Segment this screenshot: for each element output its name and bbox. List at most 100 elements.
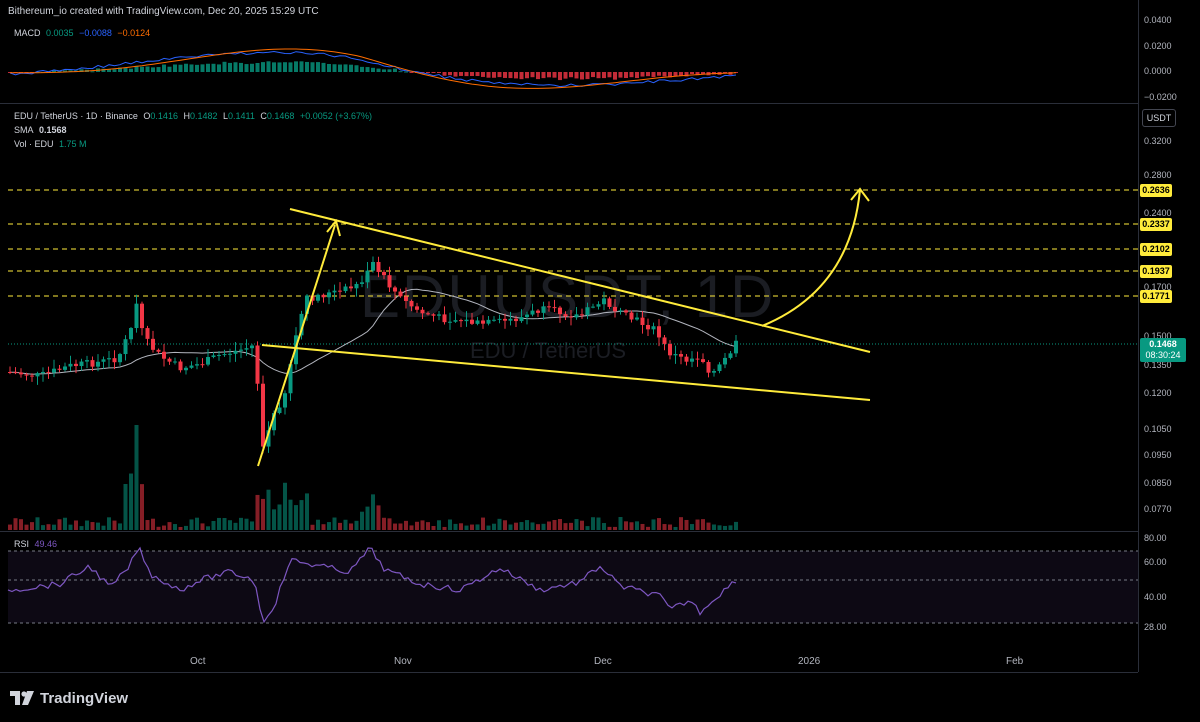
candle-body <box>651 326 656 330</box>
macd-histogram-bar <box>233 62 238 72</box>
candle-body <box>558 307 562 315</box>
rsi-axis-tick: 80.00 <box>1144 533 1167 543</box>
volume-bar <box>41 525 45 530</box>
sma-value: 0.1568 <box>39 125 67 135</box>
chart-canvas[interactable] <box>0 0 1138 672</box>
volume-bar <box>349 523 353 530</box>
volume-bar <box>228 520 232 530</box>
volume-bar <box>239 517 243 530</box>
volume-bar <box>404 520 408 530</box>
volume-bar <box>547 521 551 530</box>
candle-body <box>706 361 711 373</box>
candle-body <box>662 337 667 344</box>
candle-body <box>332 290 337 293</box>
volume-bar <box>261 498 265 530</box>
volume-bar <box>288 499 293 530</box>
macd-histogram-bar <box>123 67 128 72</box>
macd-histogram-bar <box>189 64 194 72</box>
macd-histogram-bar <box>426 72 430 73</box>
volume-bar <box>101 525 106 530</box>
candle-body <box>618 310 623 312</box>
candle-body <box>569 316 573 318</box>
macd-hist-value: −0.0124 <box>117 28 151 38</box>
macd-histogram-bar <box>459 72 463 76</box>
high-value: 0.1482 <box>189 111 218 121</box>
volume-bar <box>134 425 139 530</box>
volume-bar <box>90 522 95 530</box>
candle-body <box>574 314 579 318</box>
macd-histogram-bar <box>255 62 260 72</box>
currency-button[interactable]: USDT <box>1142 109 1176 127</box>
macd-histogram-bar <box>525 72 529 79</box>
last-price-label: 0.1468 08:30:24 <box>1140 338 1186 362</box>
volume-bar <box>74 520 78 530</box>
candle-body <box>492 319 496 321</box>
volume-bar <box>30 522 34 530</box>
volume-bar <box>195 517 199 530</box>
candle-body <box>189 365 194 368</box>
volume-bar <box>431 526 436 530</box>
rsi-label: RSI <box>14 539 30 549</box>
macd-histogram-bar <box>217 64 221 72</box>
candle-body <box>717 364 722 372</box>
candle-body <box>321 294 326 298</box>
macd-histogram-bar <box>574 72 579 79</box>
sma-legend[interactable]: SMA 0.1568 <box>14 125 70 135</box>
macd-legend[interactable]: MACD 0.0035 −0.0088 −0.0124 <box>14 28 153 38</box>
macd-histogram-bar <box>173 64 177 72</box>
volume-bar <box>398 523 403 530</box>
volume-bar <box>371 494 375 530</box>
volume-bar <box>448 519 452 530</box>
volume-bar <box>618 517 623 530</box>
volume-bar <box>464 525 469 530</box>
macd-pane-divider[interactable] <box>0 103 1138 104</box>
tradingview-footer[interactable]: TradingView <box>10 688 128 708</box>
volume-bar <box>541 523 546 530</box>
macd-histogram-bar <box>734 72 738 73</box>
volume-legend[interactable]: Vol · EDU 1.75 M <box>14 139 90 149</box>
macd-histogram-bar <box>272 62 276 72</box>
macd-histogram-bar <box>338 64 342 72</box>
rsi-legend[interactable]: RSI 49.46 <box>14 539 60 549</box>
macd-histogram-bar <box>211 63 216 72</box>
candle-body <box>453 320 458 322</box>
level-price-label: 0.1771 <box>1140 290 1172 303</box>
volume-bar <box>673 526 678 530</box>
volume-bar <box>178 526 183 530</box>
volume-bar <box>217 517 221 530</box>
volume-bar <box>354 520 359 530</box>
macd-histogram-bar <box>448 72 452 76</box>
macd-histogram-bar <box>508 72 513 79</box>
candle-body <box>508 318 513 321</box>
candle-body <box>415 306 419 310</box>
symbol-legend[interactable]: EDU / TetherUS · 1D · Binance O0.1416 H0… <box>14 111 375 121</box>
candle-body <box>178 361 183 371</box>
candle-body <box>228 353 232 355</box>
candle-body <box>327 292 331 298</box>
macd-histogram-bar <box>552 72 557 78</box>
volume-bar <box>426 522 430 530</box>
close-value: 0.1468 <box>266 111 295 121</box>
macd-histogram-bar <box>497 72 502 78</box>
candle-body <box>624 310 628 313</box>
impulse-arrow-line <box>257 224 336 467</box>
volume-bar <box>657 518 661 530</box>
candle-body <box>222 354 227 356</box>
volume-bar <box>24 524 29 530</box>
macd-histogram-bar <box>437 72 441 73</box>
macd-histogram-bar <box>349 64 353 72</box>
volume-bar <box>272 509 276 530</box>
macd-histogram-bar <box>442 72 447 76</box>
candle-body <box>629 312 634 320</box>
candle-body <box>118 354 122 363</box>
rsi-pane-divider[interactable] <box>0 531 1138 532</box>
volume-bar <box>569 522 573 530</box>
macd-histogram-bar <box>470 72 474 77</box>
level-price-label: 0.2337 <box>1140 218 1172 231</box>
candle-body <box>376 261 381 272</box>
volume-bar <box>68 524 73 530</box>
macd-histogram-bar <box>376 68 381 72</box>
macd-histogram-bar <box>486 72 491 78</box>
macd-histogram-bar <box>112 69 117 72</box>
macd-histogram-bar <box>222 61 227 72</box>
